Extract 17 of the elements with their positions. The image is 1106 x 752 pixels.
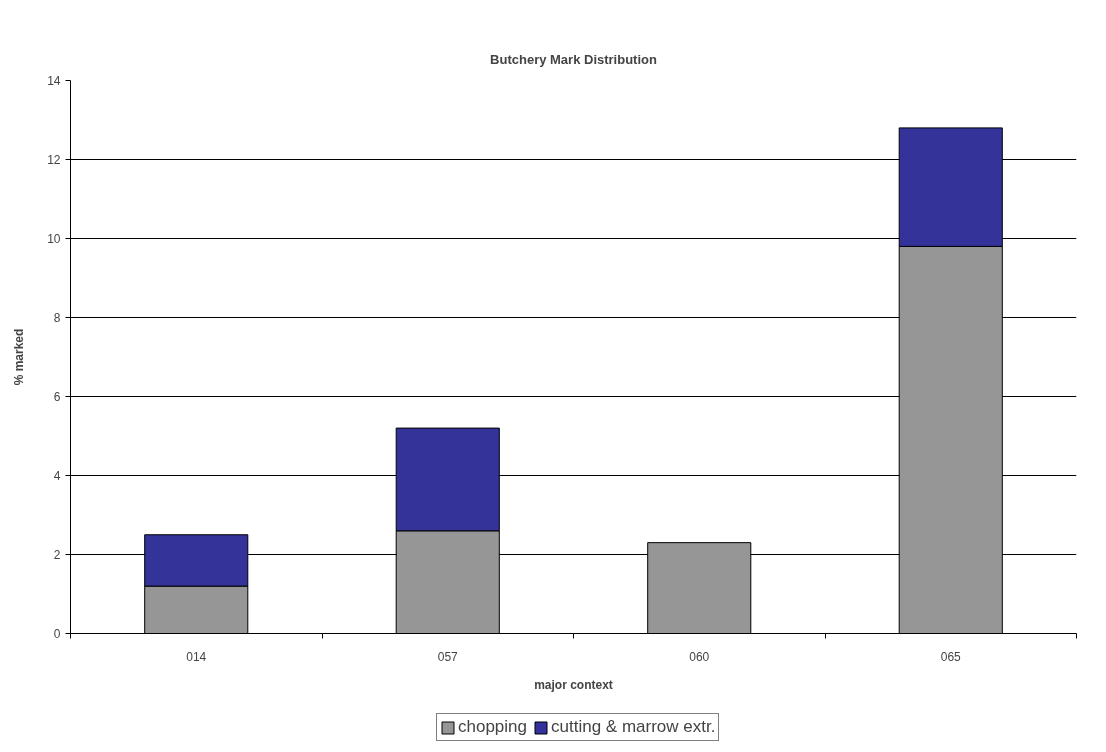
y-tick-label: 0 (53, 627, 61, 641)
x-tick-label: 014 (186, 649, 207, 664)
x-axis-title: major context (534, 677, 613, 692)
x-tick-label: 060 (689, 649, 710, 664)
y-tick-label: 12 (47, 153, 61, 167)
legend-label: cutting & marrow extr. (551, 717, 716, 737)
y-tick-label: 8 (53, 311, 61, 325)
y-axis-title: % marked (12, 328, 27, 386)
y-tick-label: 10 (47, 232, 61, 246)
x-tick-label: 065 (940, 649, 962, 664)
y-tick-label: 4 (53, 469, 61, 483)
y-tick-label: 6 (53, 390, 61, 404)
legend-label: chopping (458, 717, 528, 737)
x-tick-label: 057 (437, 649, 459, 664)
y-tick-label: 14 (47, 74, 61, 88)
chart-title: Butchery Mark Distribution (490, 51, 657, 67)
y-tick-label: 2 (53, 548, 61, 562)
